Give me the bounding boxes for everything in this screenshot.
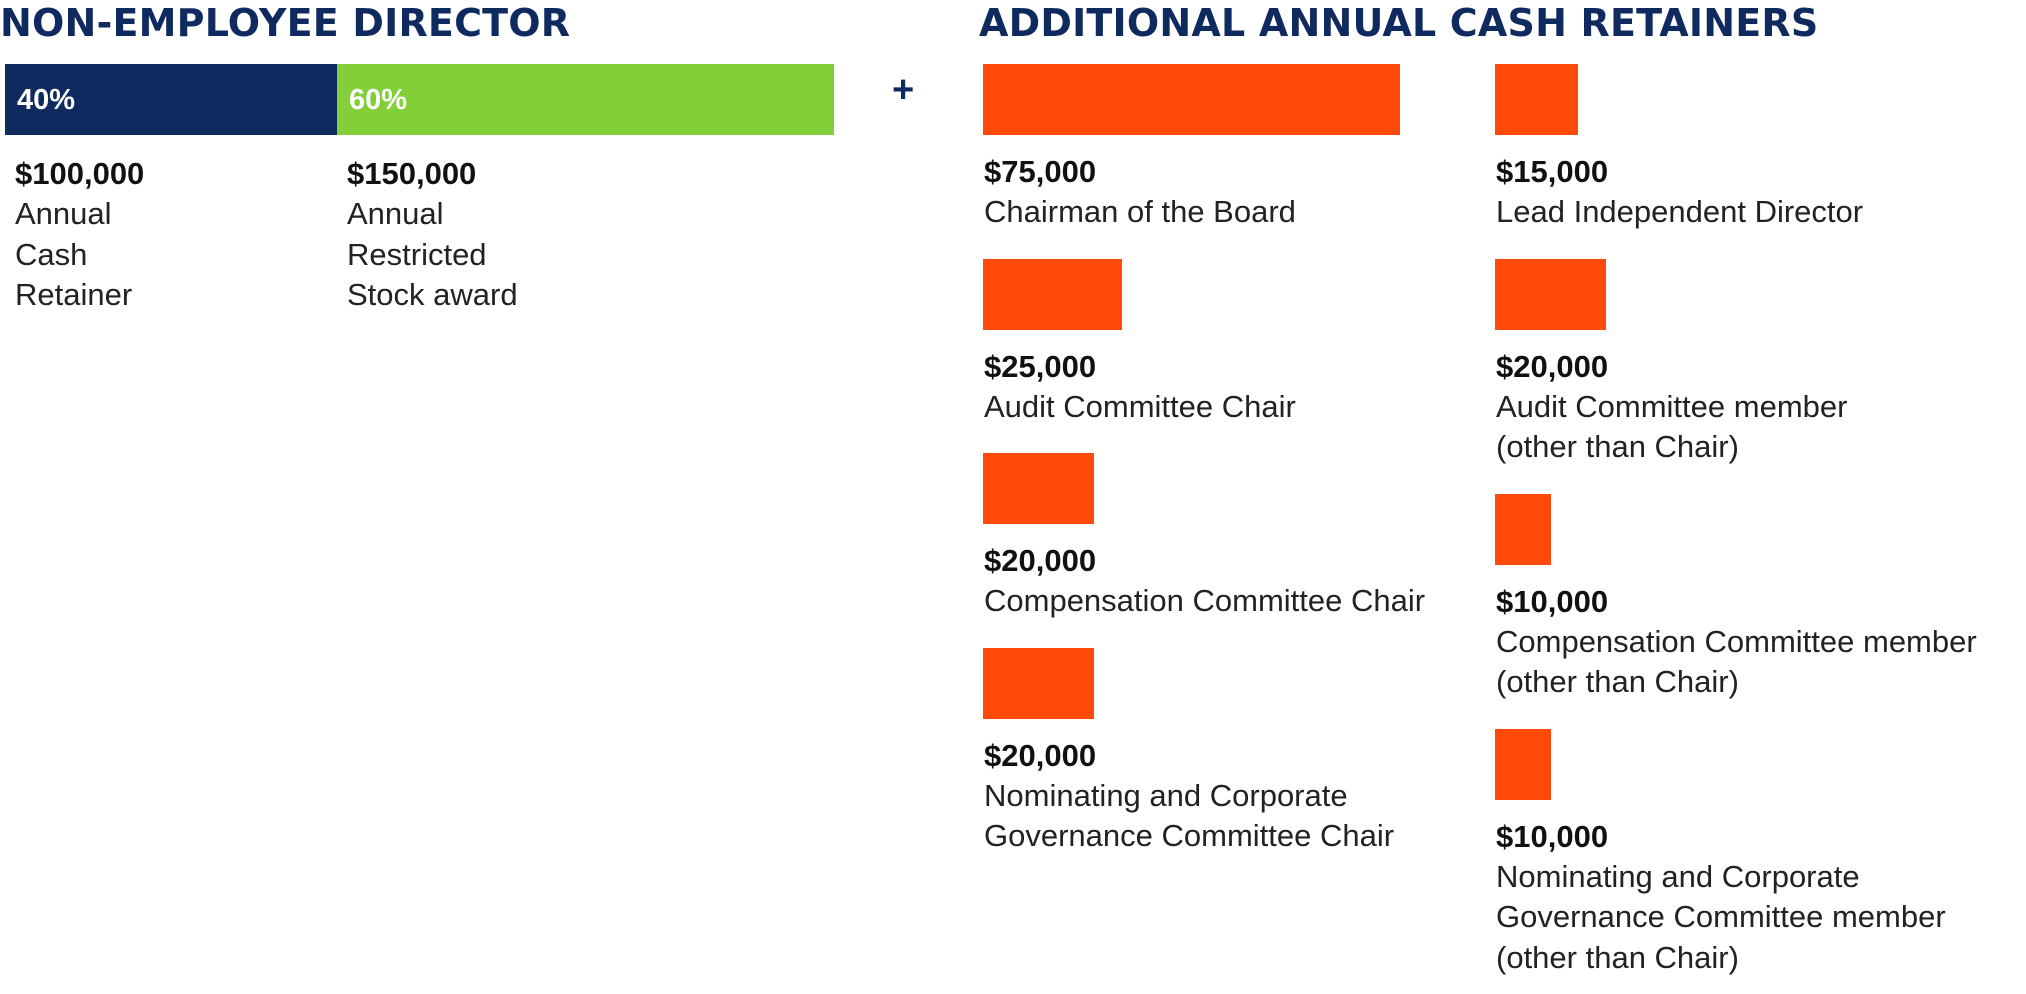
split-segment-percent: 60% xyxy=(349,84,408,116)
retainer-label: Nominating and Corporate Governance Comm… xyxy=(984,777,1395,854)
retainer-label: Chairman of the Board xyxy=(984,194,1296,229)
retainer-bar xyxy=(1495,493,1551,565)
retainer-label: Lead Independent Director xyxy=(1496,194,1864,229)
non-employee-director-heading: NON-EMPLOYEE DIRECTOR xyxy=(0,1,571,45)
retainer-bar xyxy=(1495,64,1578,135)
retainer-value: $15,000 xyxy=(1496,154,1609,189)
plus-sign: + xyxy=(892,69,915,111)
retainer-bar xyxy=(1495,728,1551,800)
retainer-label: Compensation Committee member (other tha… xyxy=(1496,623,1977,700)
additional-retainers-heading: ADDITIONAL ANNUAL CASH RETAINERS xyxy=(979,1,1819,45)
retainer-label: Audit Committee Chair xyxy=(984,388,1296,424)
split-segment-value: $150,000 xyxy=(347,156,477,191)
director-split-bar: 40% 60% xyxy=(5,64,834,135)
retainer-value: $75,000 xyxy=(984,154,1097,189)
retainer-value: $10,000 xyxy=(1496,818,1609,854)
retainer-bar xyxy=(983,258,1122,330)
retainer-label: Compensation Committee Chair xyxy=(984,583,1426,618)
retainer-value: $20,000 xyxy=(984,737,1097,773)
retainer-value: $10,000 xyxy=(1496,583,1609,619)
retainer-bar xyxy=(983,453,1094,524)
retainer-bar xyxy=(1495,258,1606,330)
split-segment-value: $100,000 xyxy=(15,156,145,191)
split-segment-label: Annual Cash Retainer xyxy=(15,196,133,312)
split-segment-1: 40% xyxy=(5,64,337,135)
retainer-bar xyxy=(983,64,1400,135)
split-segment-label: Annual Restricted Stock award xyxy=(347,196,518,312)
retainer-label: Audit Committee member (other than Chair… xyxy=(1496,388,1848,465)
split-segment-percent: 40% xyxy=(17,84,76,116)
retainer-value: $20,000 xyxy=(1496,348,1609,384)
retainer-value: $20,000 xyxy=(984,543,1097,578)
split-segment-2: 60% xyxy=(337,64,834,135)
retainer-label: Nominating and Corporate Governance Comm… xyxy=(1496,858,1946,975)
retainer-bar xyxy=(983,647,1094,719)
retainer-value: $25,000 xyxy=(984,348,1097,384)
